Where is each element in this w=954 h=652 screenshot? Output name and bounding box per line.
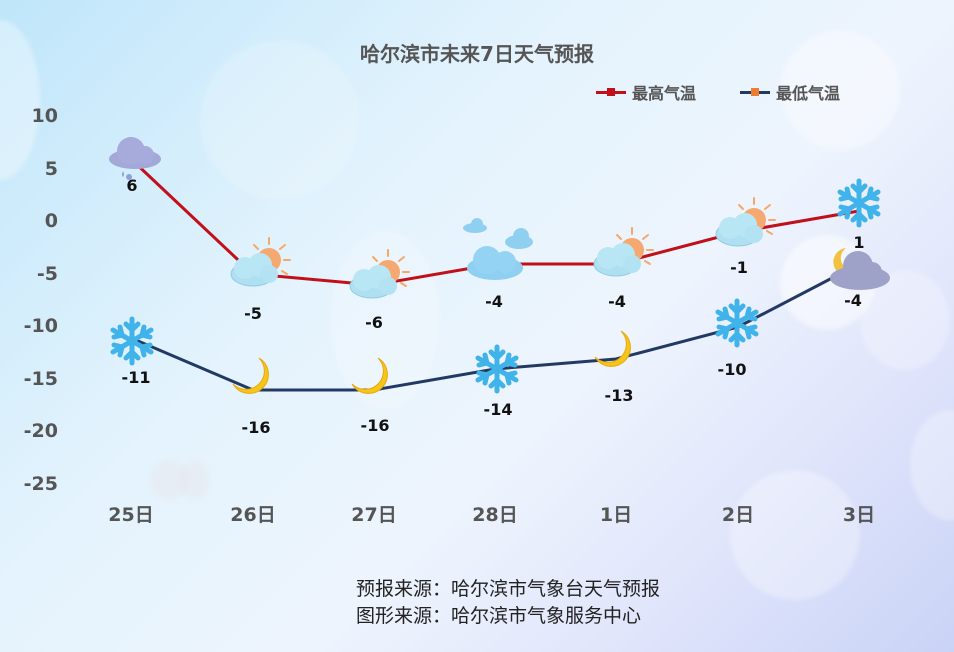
high-data-label: -1: [730, 258, 748, 277]
low-data-label: -16: [241, 418, 271, 437]
rain-snow-cloud-icon: [109, 137, 161, 180]
snowflake-icon: [113, 319, 151, 363]
y-tick: -5: [36, 263, 58, 285]
partly-cloudy-sun-icon: [349, 249, 410, 299]
legend-label-high: 最高气温: [632, 84, 697, 103]
low-data-label: -13: [604, 386, 634, 405]
bokeh-decoration: [180, 460, 210, 500]
y-tick: -25: [23, 473, 58, 495]
y-tick: 0: [44, 210, 58, 232]
high-data-label: -4: [485, 292, 503, 311]
legend-item-low: 最低气温: [740, 80, 840, 104]
y-tick: -10: [23, 315, 58, 337]
x-tick: 28日: [472, 504, 518, 526]
legend-swatch-low: [740, 87, 770, 96]
low-data-label: -16: [360, 416, 390, 435]
low-data-label: -14: [483, 400, 513, 419]
high-data-label: 6: [126, 176, 138, 195]
snowflake-icon: [718, 301, 756, 345]
x-tick: 1日: [599, 504, 633, 526]
y-tick: 5: [44, 158, 58, 180]
bokeh-decoration: [780, 30, 900, 150]
chart-title: 哈尔滨市未来7日天气预报: [360, 42, 594, 66]
moon-icon: [351, 357, 388, 394]
low-data-label: -11: [121, 368, 151, 387]
snowflake-icon: [840, 181, 878, 225]
high-data-label: -6: [365, 313, 383, 332]
bokeh-decoration: [730, 470, 860, 600]
cloudy-icon: [463, 218, 533, 280]
x-tick: 25日: [108, 504, 154, 526]
x-tick: 27日: [351, 504, 397, 526]
bokeh-decoration: [200, 40, 360, 200]
legend-item-high: 最高气温: [596, 80, 696, 104]
legend-label-low: 最低气温: [776, 84, 841, 103]
high-data-label: 1: [853, 233, 865, 252]
legend-swatch-high: [596, 87, 626, 96]
moon-icon: [594, 330, 631, 367]
x-tick: 26日: [230, 504, 276, 526]
cloudy-night-icon: [830, 248, 890, 290]
high-data-label: -4: [608, 292, 626, 311]
low-data-label: -10: [717, 360, 747, 379]
x-tick: 2日: [721, 504, 755, 526]
bokeh-decoration: [150, 460, 190, 500]
y-tick: -20: [23, 420, 58, 442]
x-tick: 3日: [842, 504, 876, 526]
partly-cloudy-sun-icon: [593, 227, 654, 277]
forecast-source-text: 预报来源：哈尔滨市气象台天气预报: [356, 578, 661, 600]
y-tick: 10: [31, 105, 58, 127]
partly-cloudy-sun-icon: [715, 197, 776, 247]
y-tick: -15: [23, 368, 58, 390]
partly-cloudy-sun-icon: [230, 237, 291, 287]
low-data-label: -4: [844, 291, 862, 310]
graphic-source-text: 图形来源：哈尔滨市气象服务中心: [356, 605, 642, 627]
high-data-label: -5: [244, 304, 262, 323]
